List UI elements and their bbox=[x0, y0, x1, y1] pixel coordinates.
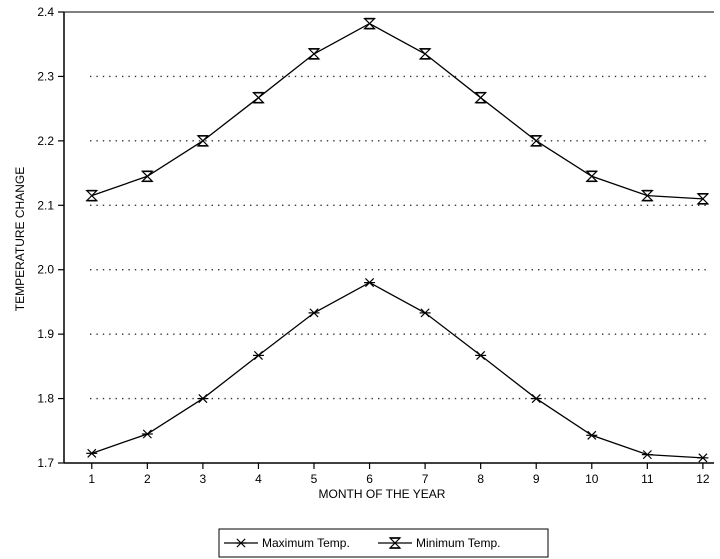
data-point bbox=[141, 429, 153, 439]
legend-item-minimum: Minimum Temp. bbox=[378, 536, 500, 550]
data-point bbox=[586, 430, 598, 440]
series-layer bbox=[85, 17, 710, 463]
marker-stroke bbox=[420, 308, 430, 318]
y-tick-label: 1.7 bbox=[37, 456, 54, 470]
marker-stroke bbox=[309, 308, 319, 318]
marker-stroke bbox=[365, 278, 375, 288]
legend: Maximum Temp. Minimum Temp. bbox=[218, 528, 549, 558]
data-point bbox=[307, 48, 321, 60]
marker-stroke bbox=[236, 538, 246, 548]
data-point bbox=[418, 48, 432, 60]
x-axis-title: MONTH OF THE YEAR bbox=[319, 487, 446, 501]
x-tick-label: 10 bbox=[585, 472, 599, 486]
x-tick-label: 11 bbox=[641, 472, 654, 486]
marker-stroke bbox=[142, 429, 152, 439]
marker-stroke bbox=[253, 350, 263, 360]
data-point bbox=[140, 170, 154, 183]
x-tick-label: 9 bbox=[533, 472, 540, 486]
series-hourglass bbox=[85, 17, 710, 205]
x-tick-label: 5 bbox=[311, 472, 318, 486]
data-point bbox=[85, 189, 99, 202]
x-tick-label: 2 bbox=[144, 472, 151, 486]
y-tick-label: 2.4 bbox=[37, 5, 54, 19]
y-tick-label: 1.8 bbox=[37, 392, 54, 406]
marker-stroke bbox=[476, 350, 486, 360]
data-point bbox=[696, 193, 710, 205]
data-point bbox=[474, 91, 488, 104]
marker-stroke bbox=[587, 430, 597, 440]
y-tick-label: 1.9 bbox=[37, 327, 54, 341]
series-line bbox=[91, 281, 703, 459]
legend-item-maximum: Maximum Temp. bbox=[224, 536, 350, 550]
marker-shape bbox=[418, 48, 432, 60]
y-tick-label: 2.2 bbox=[37, 134, 54, 148]
data-point bbox=[197, 394, 209, 404]
data-point bbox=[86, 448, 98, 458]
legend-marker-shape bbox=[388, 537, 402, 549]
marker-shape bbox=[307, 48, 321, 60]
data-point bbox=[697, 453, 709, 463]
marker-stroke bbox=[87, 448, 97, 458]
data-point bbox=[308, 308, 320, 318]
y-axis-title: TEMPERATURE CHANGE bbox=[13, 167, 27, 311]
y-tick-label: 2.0 bbox=[37, 263, 54, 277]
data-point bbox=[363, 17, 377, 30]
x-tick-label: 6 bbox=[366, 472, 373, 486]
data-point bbox=[641, 450, 653, 460]
data-point bbox=[419, 308, 431, 318]
legend-marker-shape bbox=[235, 538, 247, 548]
marker-shape bbox=[85, 190, 99, 202]
marker-shape bbox=[140, 170, 154, 182]
marker-stroke bbox=[698, 453, 708, 463]
marker-shape bbox=[585, 170, 599, 182]
data-point bbox=[475, 350, 487, 360]
x-tick-label: 8 bbox=[477, 472, 484, 486]
data-point bbox=[364, 278, 376, 288]
x-tick-label: 3 bbox=[200, 472, 207, 486]
data-point bbox=[530, 394, 542, 404]
data-point bbox=[196, 135, 210, 147]
marker-stroke bbox=[531, 394, 541, 404]
marker-shape bbox=[251, 92, 265, 104]
data-point bbox=[640, 189, 654, 202]
legend-marker-minimum bbox=[388, 537, 402, 549]
data-point bbox=[252, 350, 264, 360]
x-tick-label: 7 bbox=[422, 472, 429, 486]
marker-stroke bbox=[198, 394, 208, 404]
x-tick-label: 1 bbox=[88, 472, 95, 486]
data-point bbox=[585, 170, 599, 183]
marker-shape bbox=[363, 17, 377, 30]
axes: 1.71.81.92.02.12.22.32.41 2 3 4 5 6 7 8 9 10 11 12 bbox=[37, 5, 714, 486]
marker-shape bbox=[474, 92, 488, 104]
legend-marker-maximum bbox=[235, 538, 247, 548]
legend-label-maximum: Maximum Temp. bbox=[262, 536, 350, 550]
y-tick-label: 2.3 bbox=[37, 69, 54, 83]
data-point bbox=[251, 91, 265, 104]
y-tick-label: 2.1 bbox=[37, 198, 54, 212]
legend-label-minimum: Minimum Temp. bbox=[416, 536, 500, 550]
marker-stroke bbox=[642, 450, 652, 460]
grid-lines bbox=[90, 75, 710, 400]
series-asterisk bbox=[86, 278, 709, 463]
data-point bbox=[529, 135, 543, 147]
x-tick-label: 12 bbox=[696, 472, 710, 486]
x-tick-label: 4 bbox=[255, 472, 262, 486]
series-line bbox=[91, 22, 703, 200]
